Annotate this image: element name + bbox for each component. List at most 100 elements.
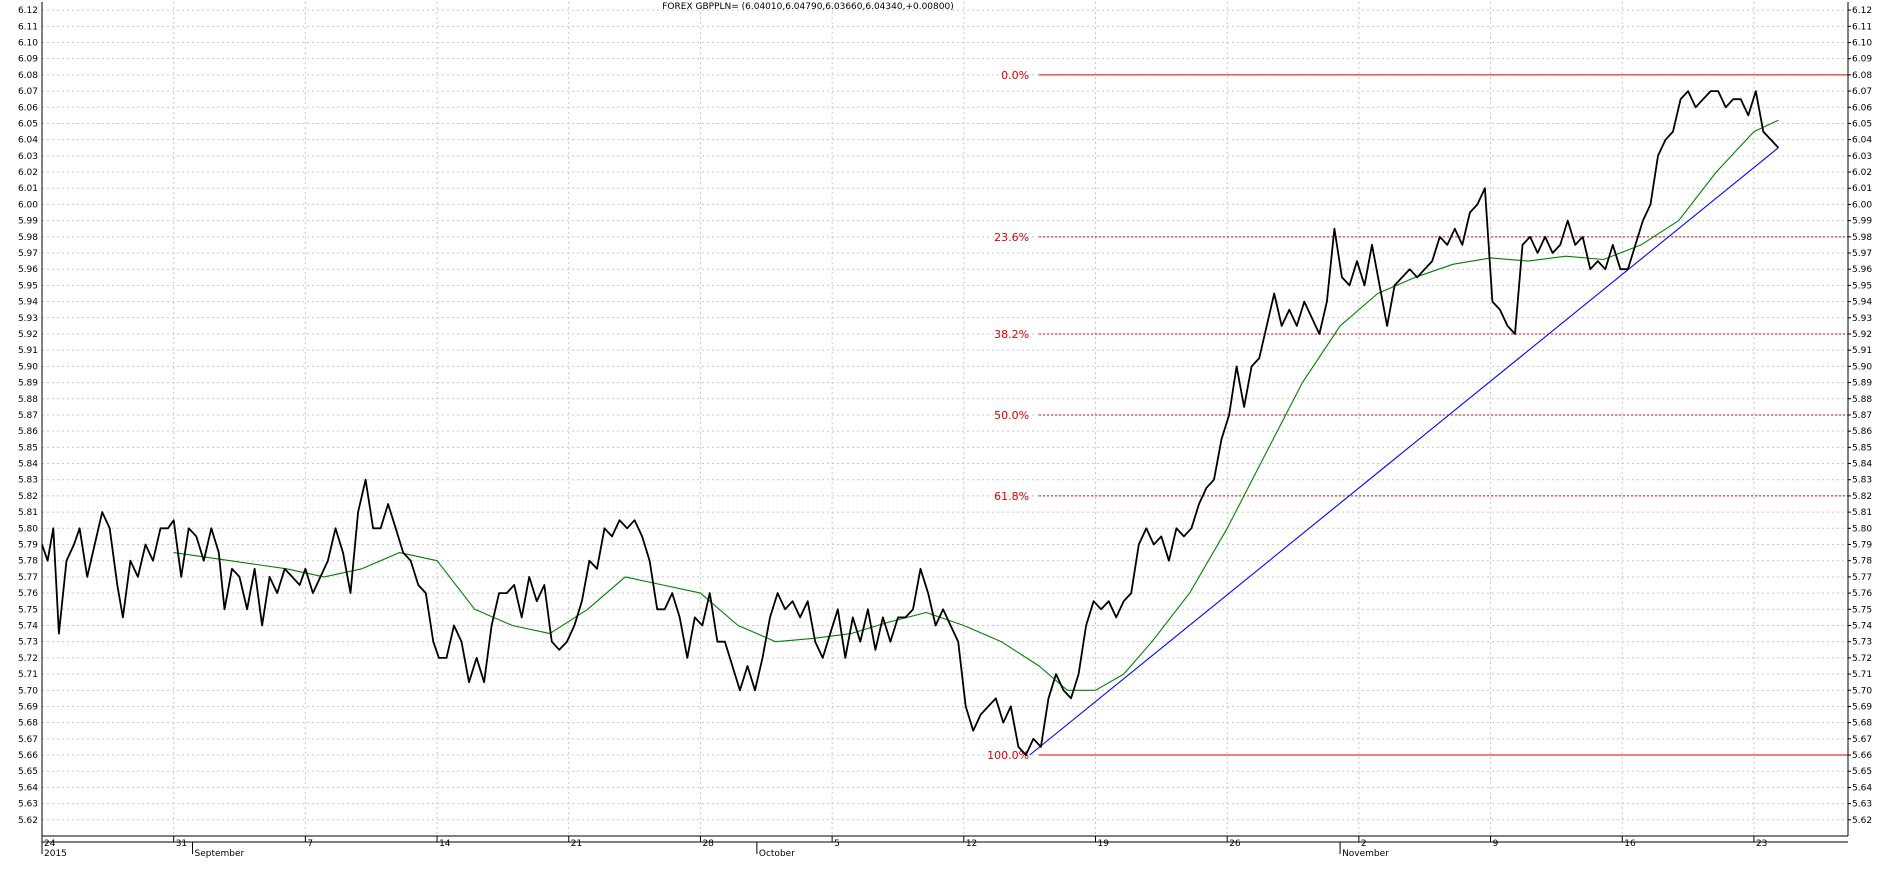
y-tick-label-left: 5.86 (18, 427, 38, 437)
x-period-label: October (759, 849, 795, 859)
fib-level-label: 38.2% (994, 328, 1029, 341)
y-tick-label-right: 6.12 (1852, 6, 1872, 16)
y-tick-label-left: 6.00 (18, 200, 38, 210)
y-tick-label-right: 5.93 (1852, 314, 1872, 324)
y-tick-label-right: 5.64 (1852, 783, 1872, 793)
y-tick-label-right: 6.00 (1852, 200, 1872, 210)
x-tick-label: 24 (44, 839, 56, 849)
y-tick-label-right: 5.90 (1852, 362, 1872, 372)
y-tick-label-left: 6.08 (18, 71, 38, 81)
y-tick-label-right: 5.98 (1852, 233, 1872, 243)
y-tick-label-left: 5.77 (18, 573, 38, 583)
y-tick-label-left: 6.12 (18, 6, 38, 16)
y-tick-label-left: 6.02 (18, 168, 38, 178)
chart-title: FOREX GBPPLN= (6.04010,6.04790,6.03660,6… (662, 2, 953, 12)
trendline-line (1029, 147, 1779, 756)
y-tick-label-left: 5.91 (18, 346, 38, 356)
x-tick-label: 14 (439, 839, 451, 849)
y-tick-label-left: 5.85 (18, 443, 38, 453)
y-tick-label-left: 5.94 (18, 298, 38, 308)
y-tick-label-left: 6.01 (18, 184, 38, 194)
y-tick-label-left: 6.04 (18, 136, 38, 146)
fib-level-label: 100.0% (987, 749, 1029, 762)
y-tick-label-left: 5.76 (18, 589, 38, 599)
y-tick-label-left: 5.72 (18, 654, 38, 664)
y-tick-label-left: 5.75 (18, 605, 38, 615)
y-tick-label-left: 5.65 (18, 767, 38, 777)
y-tick-label-right: 6.08 (1852, 71, 1872, 81)
x-tick-label: 9 (1493, 839, 1499, 849)
gridlines (41, 2, 1848, 836)
y-tick-label-right: 6.06 (1852, 103, 1872, 113)
y-tick-label-left: 5.70 (18, 686, 38, 696)
y-tick-label-left: 6.11 (18, 22, 38, 32)
y-tick-label-right: 5.84 (1852, 460, 1872, 470)
y-tick-label-left: 5.98 (18, 233, 38, 243)
y-tick-label-right: 6.02 (1852, 168, 1872, 178)
y-tick-label-right: 5.67 (1852, 735, 1872, 745)
y-tick-label-right: 5.82 (1852, 492, 1872, 502)
y-tick-label-right: 5.85 (1852, 443, 1872, 453)
x-tick-label: 21 (571, 839, 582, 849)
x-tick-label: 16 (1624, 839, 1636, 849)
y-tick-label-right: 5.92 (1852, 330, 1872, 340)
fibonacci-levels: 0.0% 23.6% 38.2% 50.0% 61.8% 100.0% (987, 69, 1848, 762)
y-tick-label-right: 6.04 (1852, 136, 1872, 146)
x-tick-label: 19 (1098, 839, 1110, 849)
y-tick-label-right: 5.77 (1852, 573, 1872, 583)
y-tick-label-left: 5.78 (18, 557, 38, 567)
y-tick-label-right: 5.99 (1852, 217, 1872, 227)
y-tick-label-left: 5.87 (18, 411, 38, 421)
y-tick-label-right: 5.80 (1852, 524, 1872, 534)
y-tick-label-right: 5.89 (1852, 379, 1872, 389)
y-tick-label-right: 5.75 (1852, 605, 1872, 615)
y-tick-label-left: 5.83 (18, 476, 38, 486)
y-tick-label-left: 5.66 (18, 751, 38, 761)
fib-level-label: 0.0% (1001, 69, 1029, 82)
y-tick-label-right: 5.97 (1852, 249, 1872, 259)
y-tick-label-left: 5.99 (18, 217, 38, 227)
x-tick-label: 2 (1361, 839, 1367, 849)
y-tick-label-right: 5.81 (1852, 508, 1872, 518)
y-tick-label-right: 5.91 (1852, 346, 1872, 356)
y-tick-label-right: 5.86 (1852, 427, 1872, 437)
y-tick-label-right: 5.78 (1852, 557, 1872, 567)
y-tick-label-left: 5.64 (18, 783, 38, 793)
x-tick-label: 28 (702, 839, 714, 849)
y-tick-label-left: 5.67 (18, 735, 38, 745)
y-tick-label-right: 6.09 (1852, 55, 1872, 65)
y-tick-label-left: 5.90 (18, 362, 38, 372)
y-tick-label-right: 5.96 (1852, 265, 1872, 275)
y-tick-label-right: 5.69 (1852, 702, 1872, 712)
y-tick-label-right: 5.66 (1852, 751, 1872, 761)
y-tick-label-right: 5.95 (1852, 281, 1872, 291)
y-tick-label-left: 5.95 (18, 281, 38, 291)
x-tick-label: 12 (966, 839, 977, 849)
y-tick-label-left: 6.06 (18, 103, 38, 113)
y-tick-label-right: 5.72 (1852, 654, 1872, 664)
y-tick-label-left: 5.79 (18, 541, 38, 551)
x-tick-label: 7 (307, 839, 313, 849)
y-tick-label-right: 6.11 (1852, 22, 1872, 32)
y-tick-label-right: 5.62 (1852, 816, 1872, 826)
y-tick-label-left: 5.97 (18, 249, 38, 259)
y-tick-label-left: 5.63 (18, 800, 38, 810)
y-tick-label-right: 5.79 (1852, 541, 1872, 551)
x-tick-label: 23 (1756, 839, 1767, 849)
x-period-label: 2015 (44, 849, 67, 859)
y-tick-label-left: 5.96 (18, 265, 38, 275)
price-line (41, 90, 1780, 756)
series-layer (41, 90, 1780, 756)
y-tick-label-right: 5.65 (1852, 767, 1872, 777)
y-tick-label-right: 5.73 (1852, 638, 1872, 648)
y-tick-label-right: 6.01 (1852, 184, 1872, 194)
x-tick-label: 5 (834, 839, 840, 849)
y-tick-label-right: 6.05 (1852, 119, 1872, 129)
y-tick-label-right: 5.88 (1852, 395, 1872, 405)
y-tick-label-left: 6.03 (18, 152, 38, 162)
y-tick-label-right: 5.83 (1852, 476, 1872, 486)
fib-level-label: 50.0% (994, 409, 1029, 422)
y-tick-label-right: 6.07 (1852, 87, 1872, 97)
